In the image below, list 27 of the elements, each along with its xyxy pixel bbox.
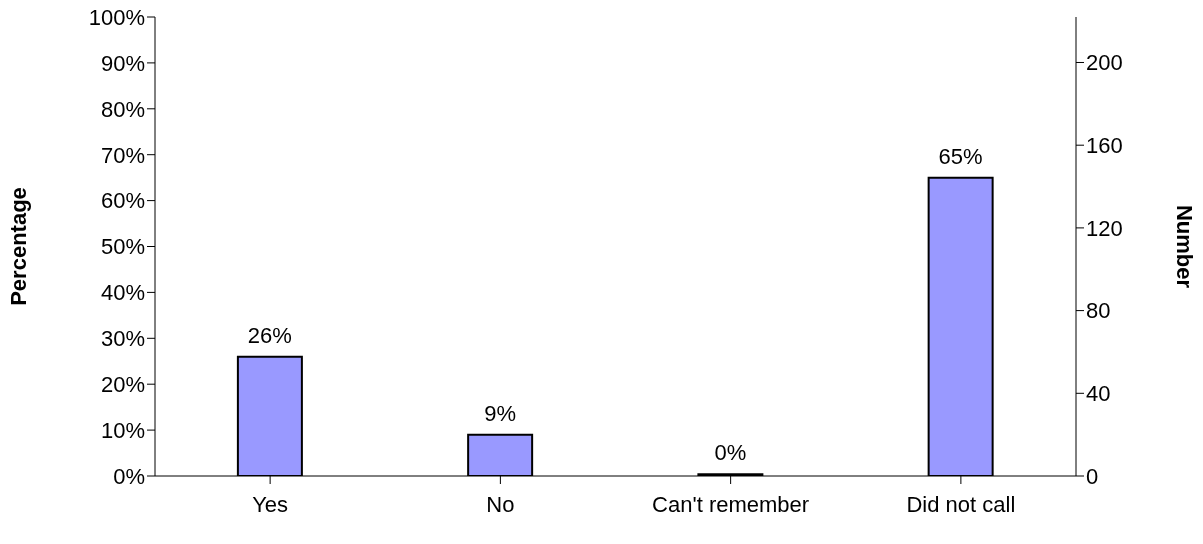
y2-tick-label: 120 (1086, 215, 1123, 241)
y-tick-label: 100% (88, 4, 145, 30)
y-tick-label: 60% (100, 188, 145, 214)
x-tick-label: Yes (252, 491, 289, 517)
y-tick-label: 80% (100, 96, 145, 122)
y2-tick-label: 80 (1086, 298, 1111, 324)
y-tick-label: 40% (100, 280, 145, 306)
y2-tick-label: 0 (1086, 463, 1099, 489)
y-tick-label: 10% (100, 417, 145, 443)
y-tick-label: 90% (100, 50, 145, 76)
data-label: 26% (247, 322, 292, 348)
y-tick-label: 30% (100, 326, 145, 352)
y-tick-label: 20% (100, 372, 145, 398)
y2-tick-label: 40 (1086, 381, 1111, 407)
x-tick-label: No (486, 491, 515, 517)
data-label: 65% (938, 143, 983, 169)
y-axis-title: Percentage (5, 187, 31, 306)
y2-tick-label: 160 (1086, 133, 1123, 158)
x-tick-label: Did not call (906, 491, 1016, 517)
y-tick-label: 70% (100, 142, 145, 168)
y2-tick-label: 200 (1086, 50, 1123, 76)
data-label: 9% (484, 400, 517, 426)
y2-axis-title: Number (1172, 204, 1198, 289)
x-tick-label: Can't remember (652, 491, 810, 517)
data-label: 0% (714, 440, 747, 466)
y-tick-label: 50% (100, 234, 145, 260)
y-tick-label: 0% (113, 463, 145, 489)
